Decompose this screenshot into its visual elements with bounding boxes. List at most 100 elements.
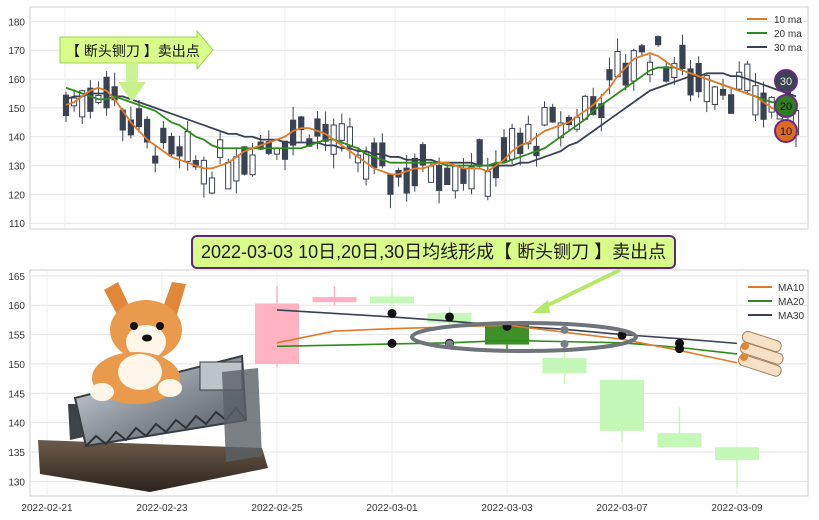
top-candle-body	[152, 155, 159, 164]
top-ytick-label: 170	[8, 46, 25, 57]
top-candle-body	[127, 119, 134, 136]
bottom-candle-body	[255, 303, 299, 364]
top-candle-body	[630, 50, 637, 82]
top-candle-body	[460, 168, 467, 184]
bottom-marker-dot	[387, 308, 397, 318]
top-candle-body	[606, 69, 613, 81]
top-legend-label: 20 ma	[774, 29, 802, 40]
top-candle-body	[752, 85, 759, 116]
corgi-icon	[90, 282, 186, 404]
top-candle-body	[241, 146, 248, 175]
top-candle-body	[728, 94, 735, 114]
top-price-chart: 110 120 130 140 150 160 170 180 10 ma 20 ma 30 ma	[8, 6, 809, 230]
top-candle-body	[419, 144, 426, 166]
bottom-candle-body	[312, 297, 357, 303]
top-candle-body	[444, 167, 451, 185]
bottom-candle-body	[542, 358, 587, 374]
top-candle-body	[160, 127, 167, 144]
bottom-ytick-label: 140	[8, 419, 25, 430]
guillotine-illustration	[38, 354, 268, 492]
bottom-candle-body	[485, 324, 529, 345]
bottom-marker-dot	[675, 344, 684, 354]
top-candle-body	[663, 66, 670, 82]
bottom-legend-label: MA10	[778, 283, 805, 294]
top-candle-body	[249, 154, 256, 176]
top-candle-body	[411, 157, 418, 187]
top-candle-body	[468, 166, 475, 190]
top-candle-body	[768, 96, 775, 113]
top-candle-body	[525, 123, 532, 145]
top-candle-body	[598, 103, 605, 118]
top-ma30-line	[65, 72, 797, 167]
top-candle-body	[144, 118, 151, 143]
top-candle-body	[346, 126, 353, 148]
top-ytick-label: 160	[8, 75, 25, 86]
guillotine-base-icon	[38, 440, 268, 492]
top-candle-body	[79, 90, 86, 118]
top-candle-body	[192, 159, 199, 168]
bottom-marker-dot	[387, 338, 397, 348]
bottom-xtick-label: 2022-02-25	[251, 503, 303, 514]
top-candle-body	[476, 139, 483, 167]
callout-label: 【 断头铡刀 】卖出点	[66, 43, 200, 59]
top-candle-body	[427, 165, 435, 183]
top-ytick-label: 140	[8, 133, 25, 144]
top-candle-body	[638, 45, 645, 53]
bottom-legend: MA10 MA20 MA30	[748, 283, 805, 322]
bottom-xtick-label: 2022-03-01	[366, 503, 418, 514]
top-legend-label: 30 ma	[774, 43, 802, 54]
bottom-marker-dot	[617, 330, 627, 340]
top-candle-body	[582, 95, 589, 120]
top-candle-body	[403, 167, 410, 194]
top-ytick-label: 150	[8, 104, 25, 115]
top-candle-body	[338, 123, 345, 141]
ma-badge-label: 10	[780, 126, 792, 138]
pointer-arrow	[532, 268, 621, 313]
bottom-xtick-label: 2022-03-07	[596, 503, 648, 514]
top-candle-body	[719, 88, 727, 96]
ma-badge-label: 30	[780, 76, 792, 88]
top-candle-body	[671, 63, 678, 79]
top-candle-body	[168, 135, 175, 155]
sell-point-callout: 【 断头铡刀 】卖出点	[59, 29, 214, 102]
bottom-legend-label: MA20	[778, 297, 805, 308]
top-legend-label: 10 ma	[774, 15, 802, 26]
top-candle-body	[314, 118, 321, 137]
top-candle-body	[184, 131, 191, 162]
bottom-xtick-label: 2022-03-03	[481, 503, 533, 514]
top-candle-body	[233, 156, 240, 182]
bottom-ytick-label: 155	[8, 331, 25, 342]
top-candle-body	[744, 63, 751, 92]
top-candle-body	[711, 86, 718, 105]
top-candle-body	[387, 174, 394, 195]
top-candle-body	[371, 142, 378, 168]
bottom-ytick-label: 145	[8, 389, 25, 400]
top-candle-body	[687, 68, 694, 96]
top-ytick-label: 120	[8, 190, 25, 201]
bottom-legend-label: MA30	[778, 311, 805, 322]
top-candle-body	[281, 140, 289, 160]
bottom-marker-dot-gray	[560, 325, 569, 334]
top-candle-body	[363, 153, 370, 180]
bottom-candle-body	[657, 433, 702, 448]
top-candle-body	[622, 62, 629, 86]
sell-signal-banner: 2022-03-03 10日,20日,30日均线形成【 断头铡刀 】卖出点	[191, 235, 677, 269]
bottom-marker-dot-gray	[560, 339, 569, 348]
bottom-ytick-label: 160	[8, 301, 25, 312]
bottom-ytick-label: 130	[8, 477, 25, 488]
top-ma10-line	[65, 52, 796, 176]
top-candle-body	[679, 44, 686, 70]
top-candle-body	[549, 106, 556, 123]
bottom-xtick-label: 2022-02-21	[21, 503, 73, 514]
top-candle-body	[176, 146, 183, 157]
bottom-xtick-label: 2022-02-23	[136, 503, 188, 514]
top-candle-body	[200, 159, 207, 185]
top-candle-body	[225, 161, 232, 190]
top-ytick-label: 130	[8, 162, 25, 173]
bottom-candle-body	[600, 379, 644, 431]
top-candle-body	[135, 108, 143, 128]
top-ytick-label: 110	[9, 219, 25, 230]
bottom-ytick-label: 165	[8, 272, 25, 283]
bottom-marker-dot	[445, 312, 454, 322]
